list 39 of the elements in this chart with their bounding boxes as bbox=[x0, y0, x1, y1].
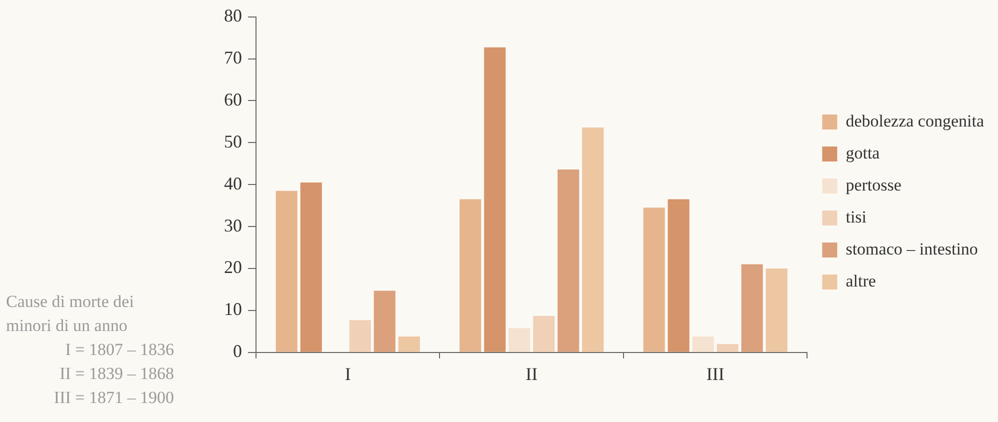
bar bbox=[716, 344, 738, 352]
bar bbox=[398, 336, 420, 352]
text: Cause di morte dei minori di un anno bbox=[6, 291, 135, 337]
bar bbox=[582, 128, 604, 352]
bar bbox=[558, 170, 580, 352]
x-tick-label: III bbox=[706, 364, 724, 384]
text: I = 1807 – 1836 bbox=[64, 339, 174, 361]
y-tick-label: 0 bbox=[233, 341, 242, 362]
bar bbox=[300, 182, 322, 352]
y-tick-label: 70 bbox=[224, 47, 242, 68]
x-tick-label: II bbox=[526, 364, 538, 384]
bar bbox=[692, 336, 714, 352]
bar bbox=[766, 268, 788, 352]
x-tick-label: I bbox=[344, 364, 351, 384]
y-tick-label: 30 bbox=[224, 215, 242, 236]
bar bbox=[374, 290, 396, 352]
legend-label: pertosse bbox=[846, 175, 902, 194]
bar bbox=[741, 264, 763, 352]
y-tick-label: 60 bbox=[224, 89, 242, 110]
y-tick-label: 50 bbox=[224, 131, 242, 152]
legend-label: tisi bbox=[846, 207, 867, 226]
text: II = 1839 – 1868 bbox=[58, 363, 174, 385]
bar bbox=[508, 328, 530, 352]
bar bbox=[668, 199, 690, 352]
y-tick-label: 10 bbox=[224, 299, 242, 320]
y-tick-label: 20 bbox=[224, 257, 242, 278]
bar bbox=[276, 190, 298, 352]
y-tick-label: 40 bbox=[224, 173, 242, 194]
legend-label: gotta bbox=[846, 143, 880, 162]
bar bbox=[484, 47, 506, 352]
bar bbox=[460, 199, 482, 352]
bar bbox=[643, 208, 665, 352]
bar bbox=[349, 320, 371, 352]
y-tick-label: 80 bbox=[224, 6, 242, 26]
legend-label: debolezza congenita bbox=[846, 111, 984, 130]
bar bbox=[533, 316, 555, 352]
legend-label: altre bbox=[846, 271, 876, 290]
legend-label: stomaco – intestino bbox=[846, 239, 978, 258]
text: III = 1871 – 1900 bbox=[52, 387, 174, 409]
